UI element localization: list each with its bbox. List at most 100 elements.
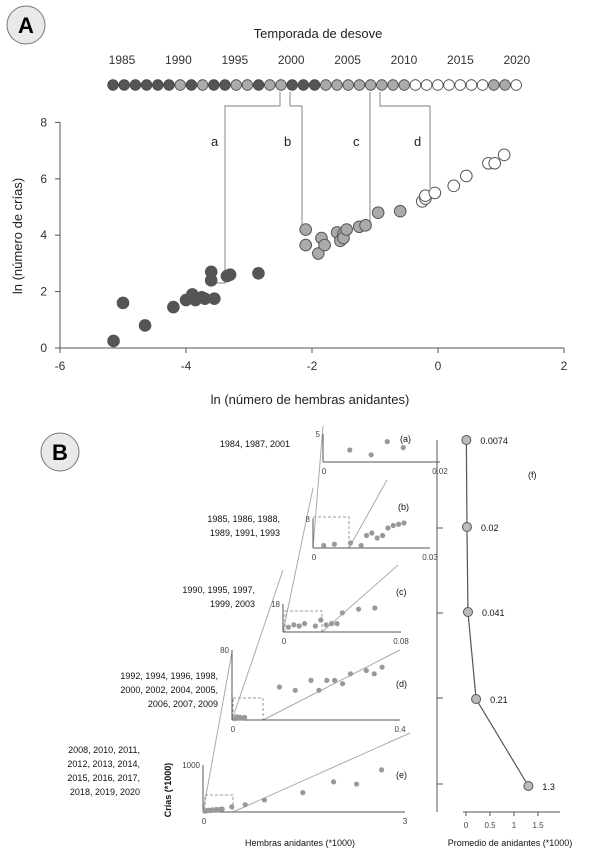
subplot-4: 80 0 0.4 (d) (220, 646, 407, 734)
years-group-4-line-1: 1992, 1994, 1996, 1998, (120, 671, 218, 681)
a-point-a (208, 292, 221, 305)
subplot-letter: (d) (396, 679, 407, 689)
zoom-box-b (312, 516, 350, 549)
f-point (471, 694, 482, 704)
subplot-point (378, 767, 385, 773)
timeline-dot (364, 79, 377, 91)
subplot-point (300, 790, 306, 796)
a-y-tick-label: 2 (40, 285, 47, 299)
zoom-line-c-2 (321, 564, 399, 633)
f-series: 0.0074 0.02 0.041 0.21 1.3 (461, 435, 555, 792)
subplot-y-max: 8 (306, 515, 311, 524)
zoom-line-e-1 (202, 651, 233, 813)
subplot-point (332, 677, 338, 684)
timeline-tick-2020: 2020 (503, 53, 530, 67)
a-point-c (393, 204, 407, 218)
subplot-x-min: 0 (231, 725, 236, 734)
subplot-y-max: 18 (271, 600, 280, 609)
subplot-x-min: 0 (322, 467, 327, 476)
subplot-point (318, 617, 324, 623)
a-y-tick-label: 0 (40, 341, 47, 355)
zoom-line-b-2 (348, 479, 388, 549)
a-x-tick-label: -4 (181, 359, 192, 373)
subplot-point (291, 622, 297, 628)
timeline-dot (264, 79, 276, 91)
group-label-a: a (211, 134, 219, 149)
timeline-tick-1990: 1990 (165, 53, 192, 67)
timeline-dot (230, 79, 242, 91)
a-point-d (488, 156, 502, 170)
subplot-point (379, 532, 386, 539)
zoom-line-e-2 (232, 732, 411, 813)
timeline-dot (252, 79, 265, 91)
a-y-label: ln (número de crías) (10, 178, 25, 294)
a-point-a (107, 334, 120, 348)
zoom-line-d-2 (262, 649, 401, 721)
timeline-dot (465, 79, 478, 91)
f-value-label: 0.0074 (480, 436, 508, 446)
subplot-y-max: 5 (316, 430, 321, 439)
panel-a: A Temporada de desove 1985 1990 1995 2000 20… (6, 5, 568, 407)
timeline-title: Temporada de desove (254, 26, 383, 41)
timeline-dot (297, 79, 310, 91)
subplot-point (324, 677, 330, 684)
timeline-dot (443, 79, 455, 91)
subplot-point (285, 624, 291, 630)
a-y-tick-label: 4 (40, 228, 47, 242)
a-x-tick-label: -2 (307, 359, 318, 373)
a-point-c (359, 219, 372, 232)
subplot-letter: (c) (396, 587, 407, 597)
subplot-3: 18 0 0.08 (c) (271, 587, 409, 646)
subplot-point (302, 621, 308, 627)
a-point-a (204, 265, 218, 279)
timeline-dot (320, 79, 332, 91)
f-value-label: 0.21 (490, 695, 508, 705)
timeline-dot (174, 79, 186, 91)
a-x-tick-label: 0 (435, 359, 442, 373)
subplot-point (354, 781, 360, 787)
panel-b: B 1984, 1987, 2001 1985, 1986, 1988, 198… (40, 425, 572, 848)
subplot-point (369, 530, 375, 536)
subplot-point (390, 522, 396, 529)
subplot-x-max: 3 (403, 817, 408, 826)
subplot-point (374, 535, 380, 541)
f-point (462, 607, 473, 617)
timeline-dot (129, 79, 142, 91)
years-group-5-line-3: 2015, 2016, 2017, (67, 773, 140, 783)
subplot-point (242, 714, 248, 720)
subplot-point (347, 447, 353, 453)
zoom-line-d-1 (231, 569, 284, 721)
timeline-dot (510, 79, 522, 91)
timeline-tick-2015: 2015 (447, 53, 474, 67)
subplot-point (372, 605, 378, 611)
connector-a (210, 92, 281, 284)
subplot-point (329, 621, 335, 627)
years-group-3-line-2: 1999, 2003 (210, 599, 255, 609)
subplot-point (356, 606, 362, 612)
subplot-point (385, 525, 391, 531)
years-group-5-line-2: 2012, 2013, 2014, (67, 759, 140, 769)
subplot-point (371, 671, 377, 677)
subplot-point (219, 806, 225, 812)
timeline-dot (398, 79, 410, 91)
subplot-point (308, 677, 314, 684)
connector-d (379, 92, 431, 188)
subplot-letter: (a) (400, 434, 411, 444)
subplot-point (339, 610, 345, 616)
a-x-tick-label: -6 (55, 359, 66, 373)
a-x-tick-label: 2 (561, 359, 568, 373)
subplot-5: 1000 0 3 (e) (182, 761, 408, 826)
a-y-tick-label: 6 (40, 172, 47, 186)
a-tick-labels: -6 -4 -2 0 2 0 2 4 6 8 (40, 115, 567, 373)
timeline-dot (454, 79, 466, 91)
subplot-x-max: 0.02 (432, 467, 448, 476)
timeline-dot (488, 79, 500, 91)
subplot-point (331, 541, 337, 547)
a-y-tick-label: 8 (40, 115, 47, 129)
timeline-dot (420, 79, 433, 91)
subplot-point (396, 521, 402, 527)
a-point-b (312, 247, 325, 260)
years-group-5-line-4: 2018, 2019, 2020 (70, 787, 140, 797)
subplot-x-max: 0.4 (394, 725, 406, 734)
